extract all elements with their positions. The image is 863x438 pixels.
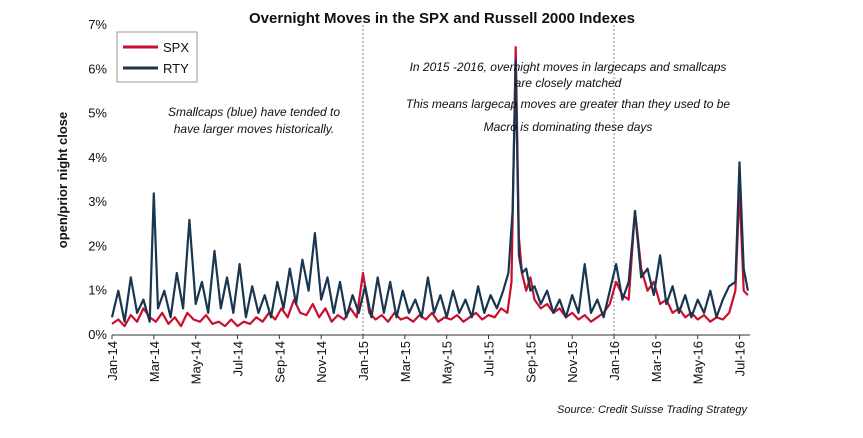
- x-tick-label: Jan-16: [607, 341, 622, 381]
- y-tick-label: 3%: [88, 194, 107, 209]
- series-line-spx: [111, 46, 749, 328]
- y-tick-label: 5%: [88, 106, 107, 121]
- annotation-macro: Macro is dominating these days: [484, 120, 653, 134]
- x-axis-ticks: Jan-14 Mar-14 May-14 Jul-14 Sep-14 Nov-14 Jan-…: [105, 335, 748, 384]
- annotation-matched-2: are closely matched: [515, 76, 622, 90]
- y-tick-label: 1%: [88, 283, 107, 298]
- annotation-smallcaps-1: Smallcaps (blue) have tended to: [168, 105, 340, 119]
- series-line-rty: [110, 59, 749, 323]
- x-tick-label: Mar-16: [649, 341, 664, 382]
- annotation-matched-1: In 2015 -2016, overnight moves in largec…: [410, 60, 727, 74]
- x-tick-label: Mar-15: [398, 341, 413, 382]
- x-tick-label: Jul-14: [231, 341, 246, 376]
- x-tick-label: Sep-14: [272, 341, 287, 383]
- x-tick-label: Jul-15: [482, 341, 497, 376]
- y-tick-label: 7%: [88, 17, 107, 32]
- legend: SPX RTY: [116, 31, 198, 83]
- x-tick-label: Nov-14: [314, 341, 329, 383]
- y-axis-label: open/prior night close: [55, 112, 70, 249]
- annotation-smallcaps-2: have larger moves historically.: [174, 122, 335, 136]
- x-tick-label: Jan-14: [105, 341, 120, 381]
- y-tick-label: 6%: [88, 61, 107, 76]
- x-tick-label: Jul-16: [733, 341, 748, 376]
- x-tick-label: May-14: [189, 341, 204, 384]
- x-tick-label: Jan-15: [356, 341, 371, 381]
- y-tick-label: 4%: [88, 150, 107, 165]
- x-tick-label: Mar-14: [147, 341, 162, 382]
- legend-box: [116, 31, 198, 83]
- y-tick-label: 2%: [88, 238, 107, 253]
- y-axis-ticks: 0% 1% 2% 3% 4% 5% 6% 7%: [88, 17, 107, 342]
- legend-label-spx: SPX: [163, 40, 189, 55]
- series-lines: [110, 46, 749, 328]
- x-tick-label: May-15: [440, 341, 455, 384]
- x-tick-label: May-16: [691, 341, 706, 384]
- chart-title: Overnight Moves in the SPX and Russell 2…: [249, 10, 635, 27]
- legend-label-rty: RTY: [163, 61, 189, 76]
- source-note: Source: Credit Suisse Trading Strategy: [557, 404, 748, 416]
- x-tick-label: Nov-15: [565, 341, 580, 383]
- y-tick-label: 0%: [88, 327, 107, 342]
- x-tick-label: Sep-15: [523, 341, 538, 383]
- annotation-largecap: This means largecap moves are greater th…: [406, 97, 731, 111]
